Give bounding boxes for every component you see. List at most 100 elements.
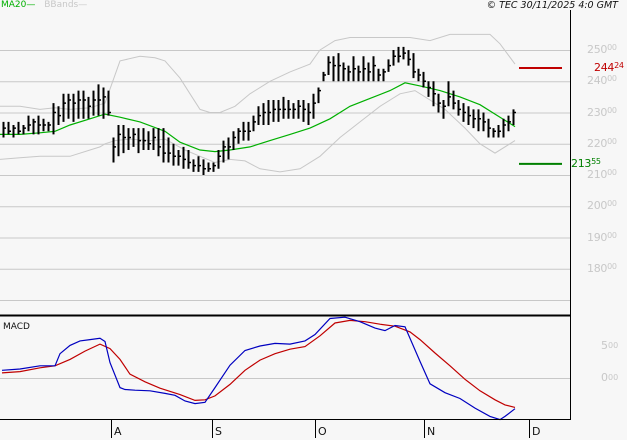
price-bar	[357, 65, 361, 82]
price-bar	[457, 100, 461, 116]
price-bar	[252, 115, 256, 132]
price-gridlines	[0, 50, 570, 301]
price-bar	[407, 50, 411, 66]
price-bar	[42, 118, 46, 132]
price-bar	[72, 93, 76, 122]
price-bar	[387, 59, 391, 72]
price-bar	[482, 112, 486, 132]
price-tick-label: 20000	[587, 199, 617, 213]
price-bar	[107, 90, 111, 116]
price-bar	[147, 131, 151, 150]
price-bar	[412, 53, 416, 79]
price-bar	[372, 56, 376, 82]
price-bar	[272, 100, 276, 122]
price-bar	[302, 100, 306, 122]
price-bar	[417, 68, 421, 82]
price-bar	[162, 128, 166, 163]
price-tick-label: 25000	[587, 43, 617, 56]
price-bar	[437, 93, 441, 113]
ma20	[0, 82, 516, 153]
price-bar	[137, 128, 141, 154]
ma20-line	[0, 82, 516, 153]
price-bar	[287, 100, 291, 119]
price-bar	[237, 128, 241, 144]
price-bar	[167, 137, 171, 163]
price-bar	[127, 128, 131, 150]
macd-tick-label: 500	[601, 339, 619, 352]
month-label: N	[427, 425, 436, 438]
price-bar	[192, 159, 196, 172]
price-bar	[307, 103, 311, 125]
price-bar	[7, 121, 11, 135]
price-bars	[2, 46, 516, 175]
price-bar	[227, 137, 231, 160]
price-bar	[497, 125, 501, 138]
x-axis-ticks	[111, 420, 530, 438]
price-bar	[467, 106, 471, 125]
price-bar	[87, 96, 91, 119]
price-bar	[177, 150, 181, 166]
price-bar	[117, 125, 121, 157]
price-bar	[442, 100, 446, 119]
month-label: A	[114, 425, 122, 438]
price-bar	[332, 56, 336, 82]
price-bar	[327, 56, 331, 75]
price-bar	[367, 62, 371, 82]
copyright-timestamp: © TEC 30/11/2025 4:0 GMT	[486, 0, 618, 11]
price-bar	[267, 100, 271, 125]
macd-lines	[1, 316, 516, 421]
price-bar	[22, 125, 26, 135]
price-bar	[77, 90, 81, 119]
month-label: O	[318, 425, 327, 438]
price-bar	[447, 81, 451, 107]
price-bar	[92, 90, 96, 116]
price-bar	[242, 121, 246, 141]
chart-frame	[0, 10, 571, 420]
month-label: D	[532, 425, 541, 438]
price-bar	[202, 159, 206, 175]
price-bar	[187, 150, 191, 169]
price-bar	[32, 118, 36, 135]
price-bar	[212, 162, 216, 172]
price-bar	[512, 109, 516, 125]
price-bar	[312, 93, 316, 119]
support-resistance-lines	[519, 67, 562, 165]
price-bar	[67, 93, 71, 119]
price-bar	[82, 90, 86, 119]
price-bar	[317, 87, 321, 104]
price-bar	[507, 115, 511, 132]
support-label: 21355	[571, 156, 601, 170]
price-tick-label: 23000	[587, 105, 617, 119]
bband-upper	[0, 33, 516, 113]
price-bar	[347, 65, 351, 82]
price-bar	[262, 103, 266, 125]
price-bar	[322, 71, 326, 82]
price-bar	[132, 128, 136, 147]
price-bar	[392, 50, 396, 66]
price-tick-label: 19000	[587, 230, 617, 244]
price-bar	[62, 93, 66, 122]
legend-ma20: MA20—	[1, 0, 36, 10]
price-bar	[112, 137, 116, 163]
price-bar	[452, 90, 456, 110]
bollinger-bands	[0, 33, 516, 173]
price-tick-label: 24000	[587, 74, 617, 88]
price-bar	[102, 87, 106, 119]
price-bar	[377, 68, 381, 82]
price-bar	[122, 125, 126, 154]
bband-lower	[0, 90, 516, 173]
price-bar	[427, 81, 431, 97]
price-bar	[382, 68, 386, 82]
price-bar	[207, 162, 211, 172]
price-bar	[462, 103, 466, 122]
macd-title: MACD	[3, 322, 30, 332]
price-bar	[502, 118, 506, 138]
price-bar	[152, 128, 156, 150]
price-bar	[27, 115, 31, 132]
price-bar	[232, 131, 236, 150]
legend-bbands: BBands—	[44, 0, 88, 10]
price-bar	[342, 62, 346, 82]
price-bar	[362, 56, 366, 82]
price-bar	[397, 46, 401, 63]
price-bar	[472, 109, 476, 129]
